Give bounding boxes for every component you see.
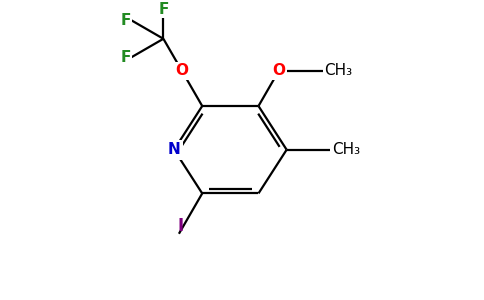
Text: N: N (167, 142, 181, 157)
Text: CH₃: CH₃ (332, 142, 361, 157)
Text: O: O (272, 63, 286, 78)
Text: CH₃: CH₃ (324, 63, 353, 78)
Text: I: I (178, 217, 184, 235)
Text: F: F (158, 2, 168, 17)
Text: O: O (175, 63, 188, 78)
Text: F: F (121, 13, 132, 28)
Text: F: F (121, 50, 132, 65)
